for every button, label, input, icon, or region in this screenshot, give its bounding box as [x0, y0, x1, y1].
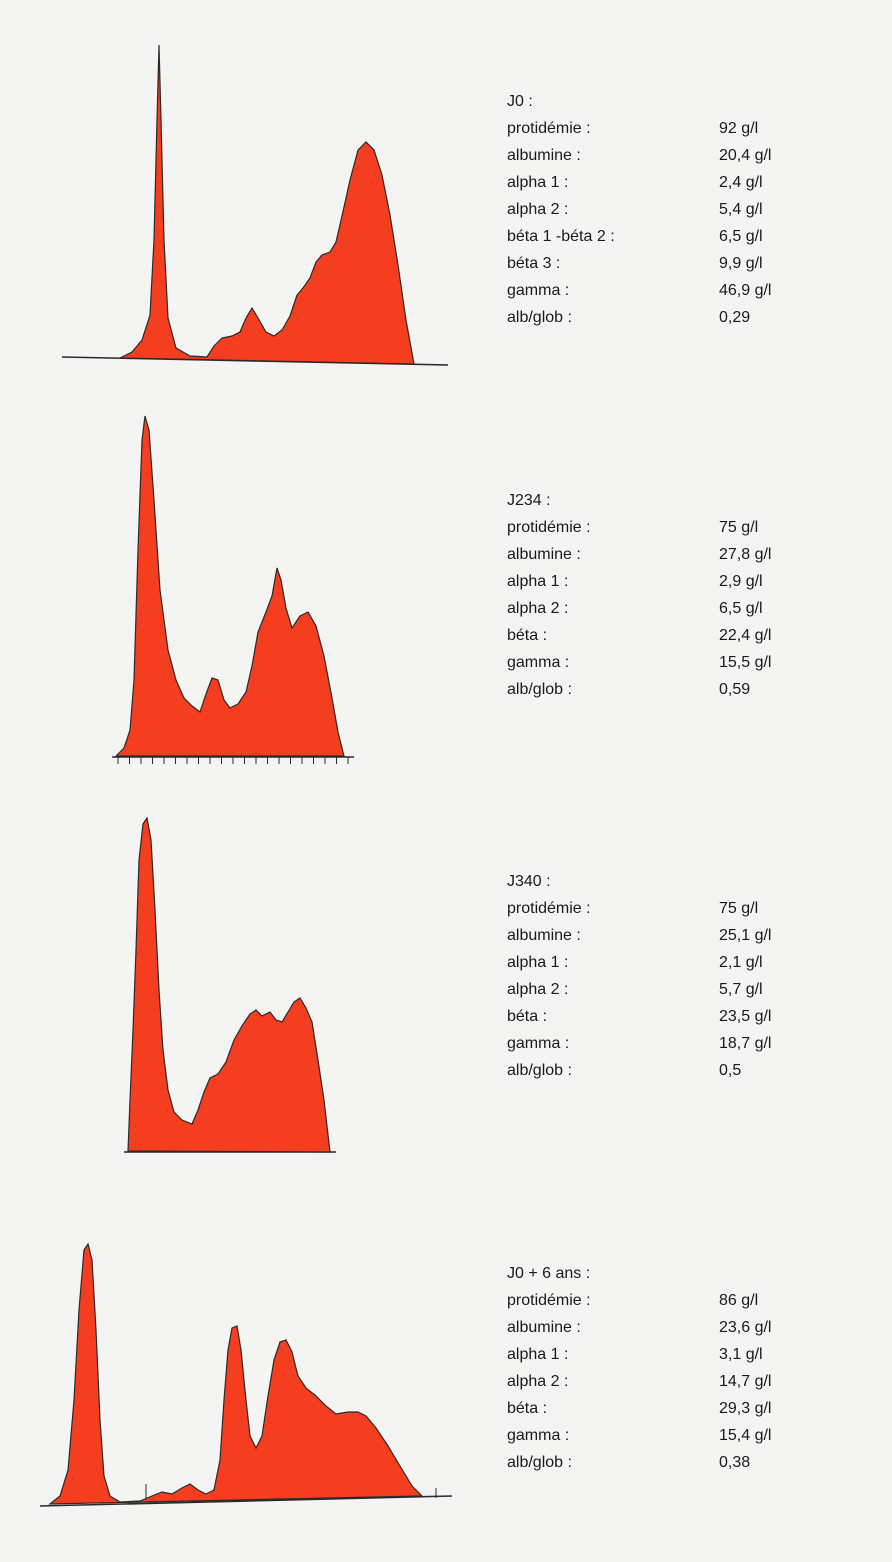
value-row: albumine :27,8 g/l: [507, 546, 772, 563]
electrophoresis-curve-j0-6ans: [39, 1242, 453, 1507]
value-row: alpha 2 :6,5 g/l: [507, 600, 763, 617]
curve-fill: [114, 415, 345, 757]
value-row: alb/glob :0,29: [507, 309, 751, 326]
panel-title: J0 :: [507, 93, 533, 110]
panel-title: J0 + 6 ans :: [507, 1265, 591, 1282]
baseline: [39, 1495, 453, 1507]
protein-values-j0-6ans: J0 + 6 ans : protidémie :86 g/l albumine…: [507, 1260, 839, 1476]
curve-fill: [119, 44, 415, 365]
value-row: gamma :46,9 g/l: [507, 282, 772, 299]
value-row: alpha 1 :2,9 g/l: [507, 573, 763, 590]
value-row: albumine :23,6 g/l: [507, 1319, 772, 1336]
value-row: protidémie :75 g/l: [507, 519, 759, 536]
value-row: albumine :20,4 g/l: [507, 147, 772, 164]
protein-values-j340: J340 : protidémie :75 g/l albumine :25,1…: [507, 868, 839, 1084]
value-row: alpha 2 :5,7 g/l: [507, 981, 763, 998]
value-row: protidémie :86 g/l: [507, 1292, 759, 1309]
value-row: béta 3 :9,9 g/l: [507, 255, 763, 272]
value-row: protidémie :92 g/l: [507, 120, 759, 137]
value-row: albumine :25,1 g/l: [507, 927, 772, 944]
value-row: alpha 2 :14,7 g/l: [507, 1373, 772, 1390]
value-row: alpha 2 :5,4 g/l: [507, 201, 763, 218]
value-row: alb/glob :0,38: [507, 1454, 751, 1471]
electrophoresis-panel-j234: J234 : protidémie :75 g/l albumine :27,8…: [0, 400, 892, 800]
value-row: béta 1 -béta 2 :6,5 g/l: [507, 228, 763, 245]
value-row: alpha 1 :2,4 g/l: [507, 174, 763, 191]
panel-title: J340 :: [507, 873, 551, 890]
value-row: gamma :15,4 g/l: [507, 1427, 772, 1444]
curve-fill: [48, 1242, 424, 1505]
panel-title: J234 :: [507, 492, 551, 509]
electrophoresis-panel-j0-6ans: J0 + 6 ans : protidémie :86 g/l albumine…: [0, 1200, 892, 1562]
curve-fill: [127, 816, 331, 1153]
value-row: alpha 1 :3,1 g/l: [507, 1346, 763, 1363]
value-row: protidémie :75 g/l: [507, 900, 759, 917]
electrophoresis-curve-j234: [112, 415, 354, 764]
protein-values-j0: J0 : protidémie :92 g/l albumine :20,4 g…: [507, 88, 839, 331]
electrophoresis-curve-j0: [61, 44, 449, 366]
value-row: alb/glob :0,59: [507, 681, 751, 698]
value-row: gamma :15,5 g/l: [507, 654, 772, 671]
protein-values-j234: J234 : protidémie :75 g/l albumine :27,8…: [507, 487, 839, 703]
value-row: béta :29,3 g/l: [507, 1400, 772, 1417]
electrophoresis-curve-j340: [124, 816, 336, 1153]
baseline-ticks: [117, 757, 349, 764]
value-row: gamma :18,7 g/l: [507, 1035, 772, 1052]
value-row: béta :23,5 g/l: [507, 1008, 772, 1025]
value-row: béta :22,4 g/l: [507, 627, 772, 644]
value-row: alb/glob :0,5: [507, 1062, 742, 1079]
electrophoresis-panel-j340: J340 : protidémie :75 g/l albumine :25,1…: [0, 800, 892, 1200]
value-row: alpha 1 :2,1 g/l: [507, 954, 763, 971]
electrophoresis-panel-j0: J0 : protidémie :92 g/l albumine :20,4 g…: [0, 0, 892, 400]
